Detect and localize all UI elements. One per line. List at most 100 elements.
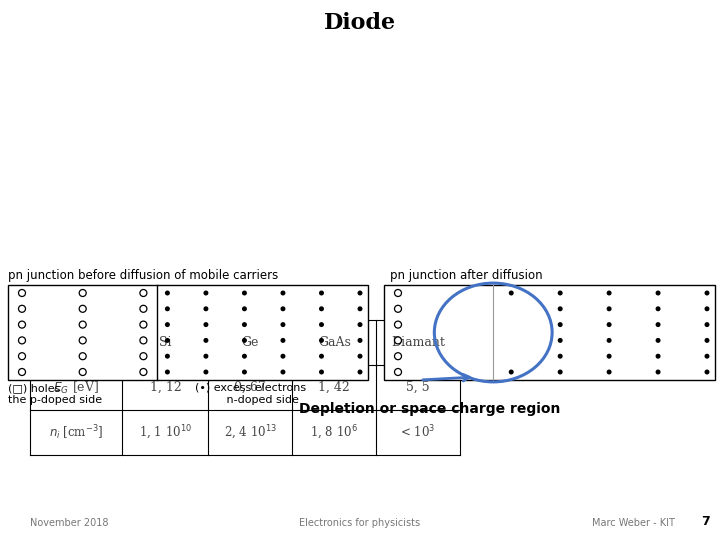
Circle shape [79, 305, 86, 312]
Circle shape [395, 337, 402, 344]
Circle shape [19, 353, 25, 360]
Circle shape [165, 306, 170, 311]
Circle shape [655, 322, 660, 327]
Text: (□) holes
the p-doped side: (□) holes the p-doped side [8, 383, 102, 404]
Circle shape [704, 338, 709, 343]
Circle shape [281, 354, 285, 359]
Circle shape [242, 322, 247, 327]
Circle shape [165, 338, 170, 343]
Circle shape [140, 305, 147, 312]
Circle shape [319, 369, 324, 375]
Circle shape [395, 289, 402, 296]
Circle shape [509, 369, 514, 375]
Circle shape [204, 338, 208, 343]
Circle shape [655, 291, 660, 295]
Circle shape [358, 291, 362, 295]
Text: pn junction after diffusion: pn junction after diffusion [390, 269, 543, 282]
Text: (•) excess electrons
         n-doped side: (•) excess electrons n-doped side [195, 383, 306, 404]
Bar [384, 285, 715, 380]
Circle shape [281, 369, 285, 375]
Circle shape [655, 354, 660, 359]
Text: $E_G$ [eV]: $E_G$ [eV] [53, 380, 99, 395]
Circle shape [319, 291, 324, 295]
Circle shape [204, 354, 208, 359]
Circle shape [607, 306, 611, 311]
Text: 1, 12: 1, 12 [150, 381, 181, 394]
Circle shape [558, 322, 562, 327]
Circle shape [607, 354, 611, 359]
Circle shape [704, 354, 709, 359]
Circle shape [319, 338, 324, 343]
Circle shape [79, 353, 86, 360]
Text: pn junction before diffusion of mobile carriers: pn junction before diffusion of mobile c… [8, 269, 278, 282]
Circle shape [358, 322, 362, 327]
Circle shape [79, 337, 86, 344]
Circle shape [19, 321, 25, 328]
Circle shape [165, 369, 170, 375]
Circle shape [140, 337, 147, 344]
Circle shape [281, 306, 285, 311]
Text: 0, 67: 0, 67 [235, 381, 266, 394]
Circle shape [140, 321, 147, 328]
Circle shape [607, 291, 611, 295]
Circle shape [655, 306, 660, 311]
Text: Marc Weber - KIT: Marc Weber - KIT [592, 518, 675, 528]
Text: < 10$^{3}$: < 10$^{3}$ [400, 424, 436, 441]
Text: 1, 8 10$^{6}$: 1, 8 10$^{6}$ [310, 423, 359, 442]
Text: 5, 5: 5, 5 [406, 381, 430, 394]
Circle shape [79, 368, 86, 375]
Circle shape [558, 306, 562, 311]
Circle shape [358, 338, 362, 343]
Circle shape [165, 354, 170, 359]
Text: 1, 1 10$^{10}$: 1, 1 10$^{10}$ [139, 423, 192, 442]
Circle shape [395, 353, 402, 360]
Circle shape [704, 322, 709, 327]
Circle shape [204, 291, 208, 295]
Circle shape [19, 289, 25, 296]
Circle shape [395, 321, 402, 328]
Circle shape [607, 338, 611, 343]
Bar [8, 285, 368, 380]
Circle shape [319, 354, 324, 359]
Circle shape [140, 368, 147, 375]
Circle shape [140, 289, 147, 296]
Circle shape [655, 369, 660, 375]
Text: GaAs: GaAs [318, 336, 351, 349]
Text: Diode: Diode [324, 12, 396, 34]
Circle shape [395, 305, 402, 312]
Text: Diamant: Diamant [391, 336, 445, 349]
Text: 1, 42: 1, 42 [318, 381, 350, 394]
Circle shape [242, 369, 247, 375]
Text: Ge: Ge [242, 336, 259, 349]
Circle shape [509, 291, 514, 295]
Circle shape [79, 289, 86, 296]
Circle shape [242, 338, 247, 343]
Text: 2, 4 10$^{13}$: 2, 4 10$^{13}$ [224, 423, 277, 442]
Circle shape [358, 354, 362, 359]
Circle shape [204, 306, 208, 311]
Circle shape [204, 369, 208, 375]
Circle shape [358, 306, 362, 311]
Circle shape [242, 291, 247, 295]
Circle shape [319, 322, 324, 327]
Text: Si: Si [159, 336, 171, 349]
Text: Electronics for physicists: Electronics for physicists [300, 518, 420, 528]
Circle shape [558, 354, 562, 359]
Circle shape [358, 369, 362, 375]
Circle shape [19, 337, 25, 344]
Circle shape [165, 322, 170, 327]
Circle shape [607, 369, 611, 375]
Circle shape [19, 368, 25, 375]
Circle shape [395, 368, 402, 375]
Circle shape [655, 338, 660, 343]
Circle shape [242, 354, 247, 359]
Circle shape [281, 322, 285, 327]
Circle shape [607, 322, 611, 327]
Circle shape [165, 291, 170, 295]
Circle shape [558, 369, 562, 375]
Circle shape [704, 306, 709, 311]
Circle shape [242, 306, 247, 311]
Circle shape [281, 291, 285, 295]
Circle shape [19, 305, 25, 312]
Circle shape [204, 322, 208, 327]
